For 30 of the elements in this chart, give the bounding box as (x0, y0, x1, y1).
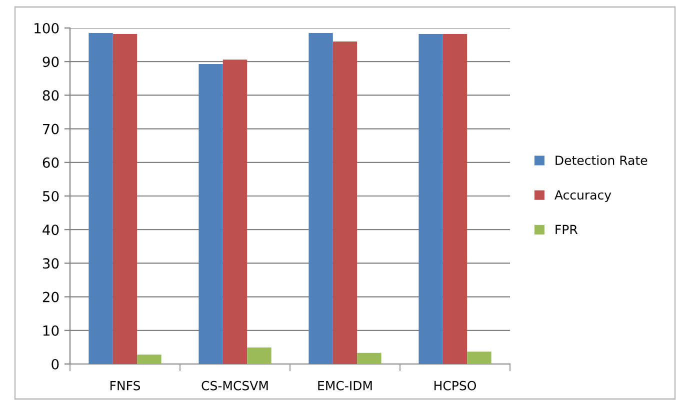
y-tick-label: 100 (34, 22, 59, 34)
y-tick-label: 30 (42, 258, 59, 269)
bar (418, 34, 443, 364)
bar (112, 34, 138, 364)
y-tick-label: 40 (42, 224, 59, 236)
bar (247, 348, 272, 364)
bar (467, 352, 492, 364)
legend-label: Accuracy (554, 190, 612, 202)
bar (137, 354, 162, 364)
y-tick-label: 50 (42, 190, 59, 202)
x-tick-label: CS-MCSVM (202, 380, 268, 390)
y-tick-label: 60 (42, 157, 59, 168)
x-tick-label: FNFS (110, 380, 140, 390)
bar (308, 33, 333, 364)
bar (198, 64, 223, 364)
y-tick-label: 0 (52, 358, 59, 370)
y-tick-label: 20 (42, 292, 59, 302)
y-tick-label: 90 (42, 56, 59, 68)
x-tick-label: EMC-IDM (318, 380, 372, 390)
y-tick-label: 10 (43, 325, 59, 336)
bar (222, 60, 248, 364)
legend-label: FPR (556, 224, 578, 234)
bar (357, 352, 382, 364)
bar (332, 41, 358, 364)
y-tick-label: 80 (42, 90, 59, 101)
y-tick-label: 70 (43, 124, 59, 134)
bar (442, 34, 468, 364)
legend-label: Detection Rate (556, 155, 648, 166)
bar (88, 33, 113, 364)
x-tick-label: HCPSO (434, 380, 476, 390)
